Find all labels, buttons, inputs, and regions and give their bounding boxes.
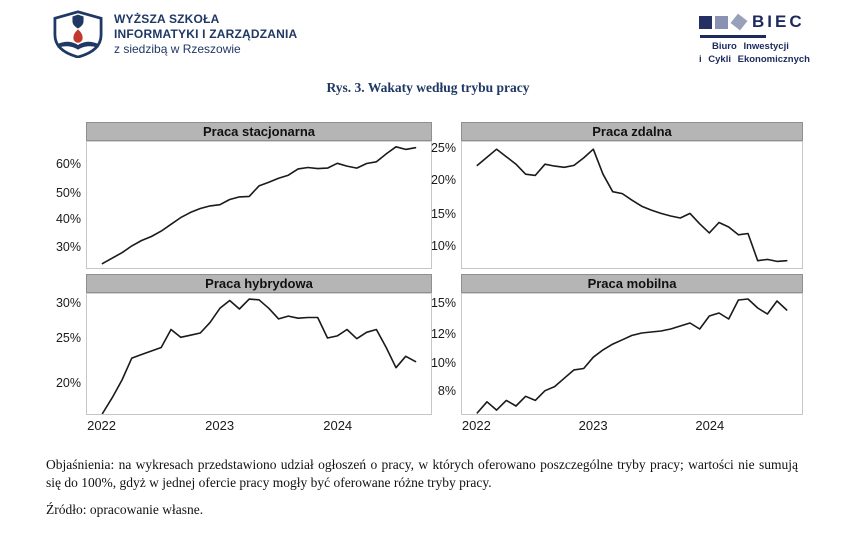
chart-title: Praca hybrydowa (86, 274, 432, 293)
figure-explanation: Objaśnienia: na wykresach przedstawiono … (46, 457, 798, 490)
y-tick-label: 25% (430, 141, 456, 156)
y-tick-label: 30% (55, 295, 81, 310)
chart-praca-stacjonarna: 60% 50% 40% 30% Praca stacjonarna (30, 122, 432, 269)
chart-title: Praca stacjonarna (86, 122, 432, 141)
y-axis-labels: 25% 20% 15% 10% (430, 122, 461, 269)
figure-source: Źródło: opracowanie własne. (46, 502, 204, 517)
y-axis-labels: 30% 25% 20% (30, 274, 86, 437)
biec-acronym: BIEC (752, 12, 805, 31)
data-line (101, 298, 417, 414)
plot-area (86, 141, 432, 269)
y-tick-label: 50% (55, 185, 81, 200)
y-tick-label: 15% (430, 206, 456, 221)
chart-praca-hybrydowa: 30% 25% 20% Praca hybrydowa 2022 2023 2024 (30, 274, 432, 437)
plot-area (461, 141, 803, 269)
x-axis-labels: 2022 2023 2024 (461, 415, 803, 437)
chart-title: Praca mobilna (461, 274, 803, 293)
x-axis-labels: 2022 2023 2024 (86, 415, 432, 437)
x-tick-label: 2023 (578, 418, 608, 433)
y-tick-label: 10% (430, 239, 456, 254)
biec-subtitle-line1: Biuro Inwestycji (712, 41, 789, 52)
x-tick-label: 2024 (323, 418, 353, 433)
y-tick-label: 20% (430, 173, 456, 188)
x-tick-label: 2024 (695, 418, 725, 433)
y-axis-labels: 15% 12% 10% 8% (430, 274, 461, 437)
biec-diamond-icon (730, 13, 748, 31)
y-tick-label: 10% (430, 356, 456, 371)
y-tick-label: 20% (55, 376, 81, 391)
y-tick-label: 8% (437, 384, 456, 399)
data-line (476, 298, 788, 414)
biec-rule (700, 35, 766, 38)
data-line (101, 146, 417, 265)
x-tick-label: 2022 (461, 418, 491, 433)
y-tick-label: 15% (430, 296, 456, 311)
charts-grid: 60% 50% 40% 30% Praca stacjonarna 25% 20% 15%… (30, 122, 820, 437)
x-tick-label: 2022 (87, 418, 117, 433)
data-line (476, 148, 788, 263)
y-tick-label: 12% (430, 326, 456, 341)
university-logo: WYŻSZA SZKOŁA INFORMATYKI I ZARZĄDZANIA … (52, 10, 297, 58)
y-tick-label: 25% (55, 331, 81, 346)
y-tick-label: 40% (55, 212, 81, 227)
y-axis-labels: 60% 50% 40% 30% (30, 122, 86, 269)
y-tick-label: 30% (55, 239, 81, 254)
university-name-line1: WYŻSZA SZKOŁA (114, 11, 220, 26)
university-name: WYŻSZA SZKOŁA INFORMATYKI I ZARZĄDZANIA … (114, 12, 297, 57)
plot-area (461, 293, 803, 415)
biec-square-gray-icon (715, 15, 728, 29)
plot-area (86, 293, 432, 415)
university-shield-icon (53, 10, 103, 58)
biec-square-navy-icon (699, 15, 712, 29)
university-name-line3: z siedzibą w Rzeszowie (114, 41, 241, 56)
university-name-line2: INFORMATYKI I ZARZĄDZANIA (114, 26, 298, 41)
biec-logo: BIEC Biuro Inwestycji i Cykli Ekonomiczn… (699, 12, 819, 67)
chart-praca-zdalna: 25% 20% 15% 10% Praca zdalna (430, 122, 803, 269)
chart-praca-mobilna: 15% 12% 10% 8% Praca mobilna 2022 2023 2024 (430, 274, 803, 437)
biec-subtitle-line2: i Cykli Ekonomicznych (699, 53, 810, 65)
y-tick-label: 60% (55, 157, 81, 172)
chart-title: Praca zdalna (461, 122, 803, 141)
figure-title: Rys. 3. Wakaty według trybu pracy (326, 80, 530, 95)
biec-logo-row: BIEC (699, 12, 819, 31)
x-tick-label: 2023 (205, 418, 235, 433)
